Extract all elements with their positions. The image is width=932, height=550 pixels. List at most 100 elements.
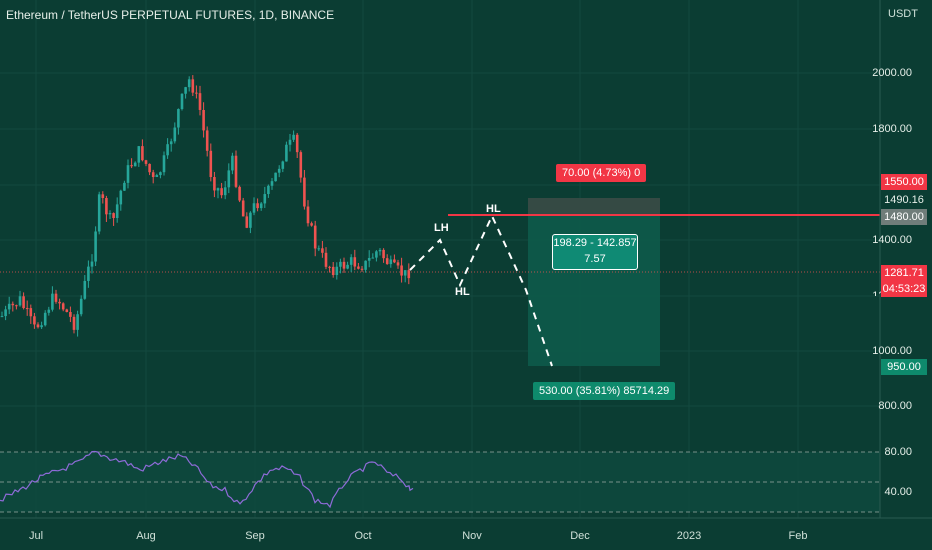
candle-body: [349, 257, 353, 265]
candle-body: [353, 257, 357, 267]
position-info-line1: 198.29 - 142.857: [553, 237, 637, 249]
candle-body: [133, 162, 137, 167]
candle-body: [61, 303, 65, 310]
candle-body: [112, 213, 115, 219]
candle-body: [403, 270, 407, 276]
reward-label: 530.00 (35.81%) 85714.29: [533, 382, 676, 400]
candle-body: [126, 165, 130, 183]
candle-body: [407, 270, 411, 279]
price-label-2000: 2000.00: [872, 67, 912, 79]
candle-body: [400, 265, 403, 276]
candle-body: [101, 194, 105, 199]
candle-body: [270, 181, 274, 186]
candle-body: [187, 79, 191, 88]
candle-body: [364, 260, 367, 270]
candle-body: [234, 155, 238, 187]
candle-body: [385, 258, 389, 265]
stop-price-tag: 1550.00: [881, 174, 927, 190]
candle-body: [306, 206, 310, 224]
candle-body: [299, 152, 303, 178]
candle-body: [43, 312, 47, 326]
chart-title: Ethereum / TetherUS PERPETUAL FUTURES, 1…: [6, 8, 335, 22]
candle-body: [375, 251, 378, 258]
candle-body: [65, 309, 69, 313]
candle-body: [159, 172, 162, 176]
time-label-dec: Dec: [570, 530, 590, 542]
candle-body: [295, 134, 299, 153]
rsi-label-40: 40.00: [884, 486, 912, 498]
candle-body: [389, 259, 393, 265]
risk-label: 70.00 (4.73%) 0: [556, 164, 647, 182]
candle-body: [310, 223, 313, 226]
price-label-800: 800.00: [878, 400, 912, 412]
candle-body: [97, 194, 101, 232]
candle-body: [371, 257, 375, 259]
candle-body: [54, 293, 58, 302]
candle-body: [87, 266, 90, 281]
projection-path[interactable]: [409, 213, 553, 367]
candle-body: [11, 303, 15, 306]
rsi-line: [0, 450, 414, 509]
candle-body: [360, 268, 364, 270]
candle-body: [267, 185, 270, 195]
candle-body: [18, 296, 22, 306]
candle-body: [173, 127, 177, 142]
candle-body: [83, 280, 87, 299]
pattern-label-hl-low: HL: [455, 286, 470, 298]
position-info-box[interactable]: 198.29 - 142.857 7.57: [552, 234, 638, 270]
candle-body: [241, 200, 245, 217]
candle-body: [288, 139, 292, 145]
candle-body: [123, 182, 126, 191]
rsi-label-80: 80.00: [884, 446, 912, 458]
time-label-2023: 2023: [676, 530, 702, 542]
candle-body: [245, 216, 249, 228]
candle-body: [40, 325, 43, 328]
time-label-feb: Feb: [788, 530, 808, 542]
candle-body: [205, 130, 209, 151]
candle-body: [331, 266, 335, 276]
candle-body: [339, 261, 342, 267]
candle-body: [33, 316, 36, 325]
candle-body: [72, 316, 76, 330]
candle-body: [321, 248, 324, 253]
time-label-jul: Jul: [28, 530, 44, 542]
candle-body: [108, 213, 112, 215]
entry-price-tag: 1480.00: [881, 209, 927, 225]
candle-body: [202, 109, 205, 131]
rsi-panel-band: [0, 452, 880, 512]
time-label-sep: Sep: [245, 530, 265, 542]
candle-body: [177, 109, 180, 128]
candle-body: [166, 144, 169, 156]
candle-body: [4, 309, 7, 317]
candle-body: [393, 259, 396, 263]
candle-countdown: 04:53:23: [881, 281, 927, 297]
currency-label: USDT: [888, 8, 918, 20]
candle-body: [184, 87, 187, 94]
candle-body: [227, 170, 231, 188]
candle-body: [76, 314, 79, 330]
candle-body: [324, 252, 328, 267]
candle-body: [90, 261, 94, 267]
candle-body: [256, 203, 259, 209]
candle-body: [303, 177, 306, 207]
candle-body: [213, 177, 216, 191]
candle-body: [231, 155, 234, 171]
candle-body: [162, 155, 166, 173]
candle-body: [342, 261, 346, 269]
candle-body: [151, 172, 155, 178]
chart-grid: [0, 0, 880, 518]
pattern-label-hl-high: HL: [486, 203, 501, 215]
target-price-tag: 950.00: [881, 359, 927, 375]
position-info-line2: 7.57: [584, 253, 606, 265]
candle-body: [25, 308, 29, 310]
candle-body: [148, 163, 151, 173]
time-label-nov: Nov: [462, 530, 482, 542]
risk-zone: [528, 198, 660, 216]
price-label-1000: 1000.00: [872, 345, 912, 357]
candle-body: [335, 266, 339, 276]
candle-body: [274, 172, 277, 182]
candle-body: [0, 316, 4, 318]
candle-body: [47, 309, 51, 313]
candle-body: [169, 141, 173, 145]
